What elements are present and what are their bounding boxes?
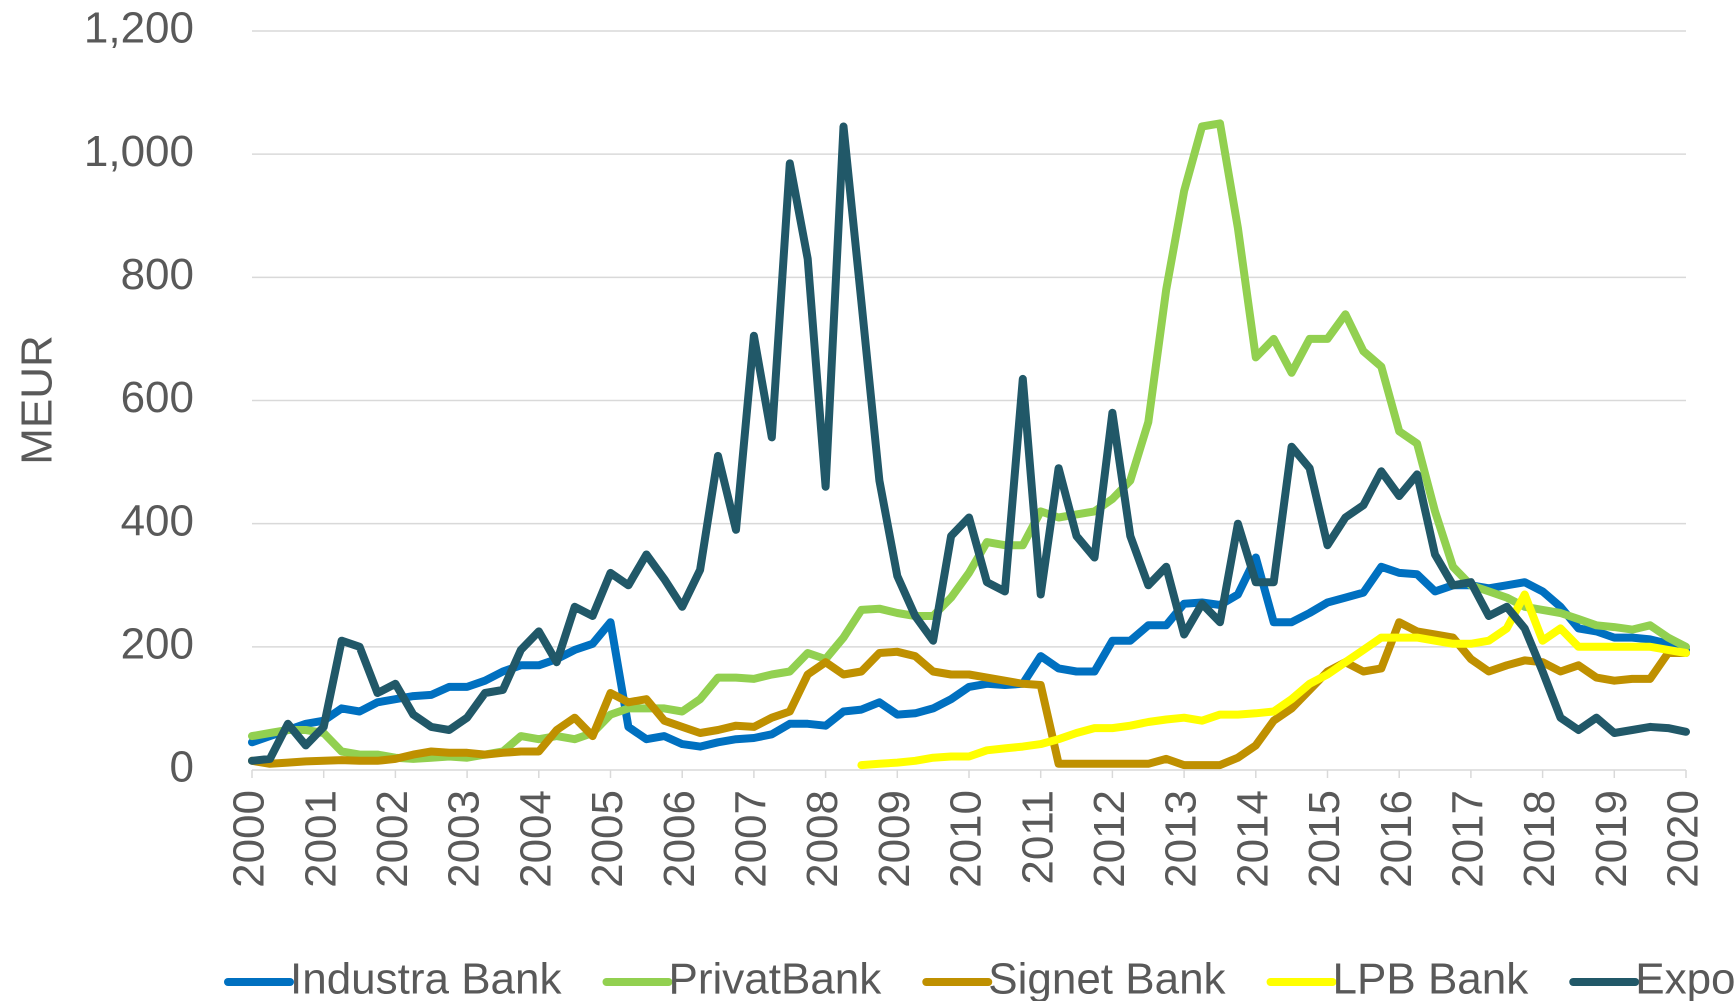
- x-tick-label: 2001: [296, 790, 345, 888]
- x-tick-label: 2007: [727, 790, 776, 888]
- y-tick-label: 400: [121, 496, 194, 545]
- x-tick-label: 2002: [368, 790, 417, 888]
- legend-label: Industra Bank: [290, 955, 562, 1001]
- x-tick-label: 2008: [798, 790, 847, 888]
- y-tick-label: 200: [121, 619, 194, 668]
- x-tick-label: 2015: [1300, 790, 1349, 888]
- x-tick-label: 2019: [1587, 790, 1636, 888]
- x-tick-label: 2006: [655, 790, 704, 888]
- x-tick-label: 2010: [942, 790, 991, 888]
- series-line: [248, 618, 1690, 770]
- x-tick-label: 2003: [440, 790, 489, 888]
- x-tick-label: 2011: [1013, 790, 1062, 885]
- series-line: [857, 590, 1690, 770]
- x-tick-label: 2005: [583, 790, 632, 888]
- y-tick-label: 1,200: [84, 4, 194, 53]
- legend-label: Expobank: [1635, 955, 1734, 1001]
- series-line: [248, 553, 1690, 751]
- legend-label: LPB Bank: [1333, 955, 1530, 1001]
- x-tick-label: 2000: [225, 790, 274, 888]
- series-line: [248, 122, 1690, 765]
- y-axis-label: MEUR: [13, 335, 62, 465]
- y-tick-label: 0: [170, 743, 194, 792]
- x-tick-label: 2018: [1515, 790, 1564, 888]
- legend-label: Signet Bank: [988, 955, 1226, 1001]
- y-tick-label: 1,000: [84, 127, 194, 176]
- legend-label: PrivatBank: [669, 955, 883, 1001]
- x-tick-label: 2012: [1085, 790, 1134, 888]
- x-tick-label: 2020: [1659, 790, 1708, 888]
- x-tick-label: 2009: [870, 790, 919, 888]
- x-tick-label: 2017: [1444, 790, 1493, 888]
- y-tick-label: 600: [121, 373, 194, 422]
- x-tick-label: 2016: [1372, 790, 1421, 888]
- y-tick-label: 800: [121, 250, 194, 299]
- x-tick-label: 2004: [511, 790, 560, 888]
- x-tick-label: 2014: [1228, 790, 1277, 888]
- x-tick-label: 2013: [1157, 790, 1206, 888]
